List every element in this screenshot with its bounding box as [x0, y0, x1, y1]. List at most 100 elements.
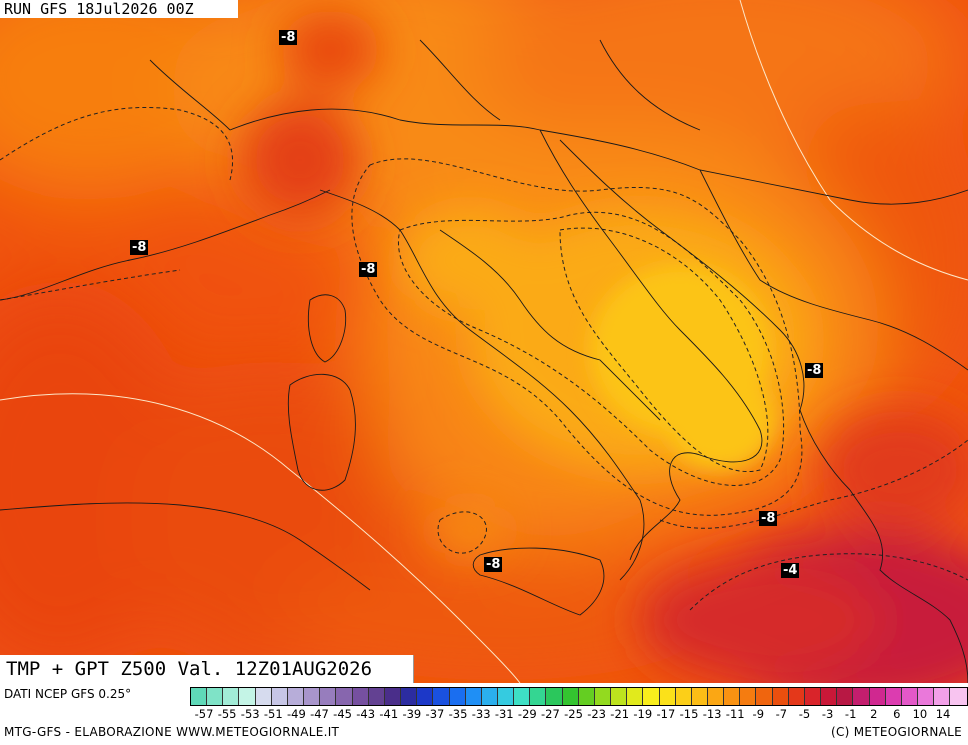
- legend-tick-label: -47: [310, 707, 329, 721]
- footer: DATI NCEP GFS 0.25° -57 -55 -53 -51 -49 -47 -4…: [0, 683, 968, 745]
- legend-swatch: [497, 688, 515, 705]
- legend-tick-label: -45: [333, 707, 352, 721]
- legend-swatch: [611, 688, 628, 705]
- legend-tick-label: -17: [656, 707, 676, 721]
- legend-tick-label: -5: [798, 707, 811, 721]
- contour-label: -8: [279, 30, 298, 45]
- legend-swatch: [368, 688, 385, 705]
- legend-swatch: [756, 688, 773, 705]
- legend-swatch: [336, 688, 353, 705]
- legend-tick-label: -1: [844, 707, 857, 721]
- run-label: RUN GFS 18Jul2026 00Z: [0, 0, 238, 18]
- legend-swatch: [465, 688, 482, 705]
- legend-swatch: [320, 688, 337, 705]
- legend-tick-label: -57: [194, 707, 214, 721]
- map-svg: [0, 0, 968, 683]
- legend-swatch: [885, 688, 902, 705]
- legend-tick-label: -9: [752, 707, 765, 721]
- legend-tick-label: -29: [517, 707, 537, 721]
- legend-swatch: [255, 688, 272, 705]
- legend-swatch: [627, 688, 644, 705]
- legend-swatch: [207, 688, 224, 705]
- legend-tick-label: -39: [402, 707, 422, 721]
- legend-tick-label: -27: [541, 707, 560, 721]
- legend-tick-label: -53: [240, 707, 260, 721]
- legend-tick-label: -31: [494, 707, 514, 721]
- credit-left: MTG-GFS - ELABORAZIONE WWW.METEOGIORNALE…: [4, 725, 340, 739]
- legend-swatch: [918, 688, 935, 705]
- legend-swatch: [821, 688, 838, 705]
- credit-right: (C) METEOGIORNALE: [830, 725, 962, 739]
- legend-tick-label: -21: [610, 707, 630, 721]
- legend-swatch: [223, 688, 240, 705]
- legend-swatch: [708, 688, 725, 705]
- legend-tick-label: -33: [471, 707, 491, 721]
- legend-swatch: [530, 688, 547, 705]
- legend-swatch: [691, 688, 708, 705]
- legend-tick-label: -13: [702, 707, 722, 721]
- legend-swatch: [514, 688, 531, 705]
- contour-label: -8: [130, 240, 149, 255]
- legend-swatch: [837, 688, 854, 705]
- contour-label: -8: [805, 363, 824, 378]
- legend-tick-label: -15: [679, 707, 699, 721]
- data-source: DATI NCEP GFS 0.25°: [4, 687, 132, 701]
- legend-swatch: [772, 688, 789, 705]
- legend-tick-label: -25: [564, 707, 583, 721]
- temperature-map: RUN GFS 18Jul2026 00Z -8 -8 -8 -8 -8 -8 …: [0, 0, 968, 683]
- legend-swatch: [740, 688, 757, 705]
- legend-tick-label: -19: [633, 707, 653, 721]
- legend-swatch: [417, 688, 434, 705]
- legend-swatch: [804, 688, 822, 705]
- legend-swatch: [546, 688, 563, 705]
- legend-swatch: [433, 688, 450, 705]
- legend-tick-label: 2: [870, 707, 878, 721]
- legend-swatch: [950, 688, 967, 705]
- legend-tick-label: 14: [935, 707, 951, 721]
- cold-pool: [240, 10, 968, 683]
- legend-swatch: [659, 688, 676, 705]
- legend-tick-label: -23: [587, 707, 607, 721]
- legend-swatch: [239, 688, 256, 705]
- legend-swatch: [853, 688, 870, 705]
- legend-swatch: [352, 688, 369, 705]
- legend-ticks: -57 -55 -53 -51 -49 -47 -45 -43 -41 -39 -37 -35 -33-…: [190, 707, 968, 721]
- legend-swatch: [191, 688, 208, 705]
- legend-swatch: [724, 688, 741, 705]
- legend-tick-label: -3: [821, 707, 834, 721]
- legend-swatch: [901, 688, 919, 705]
- legend-tick-label: 6: [893, 707, 901, 721]
- legend-tick-label: 10: [912, 707, 928, 721]
- contour-label: -4: [781, 563, 800, 578]
- legend-tick-label: -49: [286, 707, 306, 721]
- legend-swatch: [643, 688, 660, 705]
- legend-tick-label: -7: [775, 707, 788, 721]
- contour-label: -8: [359, 262, 378, 277]
- legend-tick-label: -41: [379, 707, 399, 721]
- legend-tick-label: -37: [425, 707, 445, 721]
- legend-colorbar: [190, 687, 968, 706]
- coastlines: [0, 39, 968, 683]
- contour-label: -8: [759, 511, 778, 526]
- legend-swatch: [384, 688, 402, 705]
- legend-swatch: [481, 688, 498, 705]
- legend-tick-label: -11: [725, 707, 745, 721]
- legend-swatch: [578, 688, 595, 705]
- legend-swatch: [934, 688, 951, 705]
- geopotential-lines: [0, 0, 968, 683]
- legend-swatch: [304, 688, 321, 705]
- legend-tick-label: -51: [263, 707, 283, 721]
- legend-swatch: [869, 688, 886, 705]
- contour-label: -8: [484, 557, 503, 572]
- contour-lines: [0, 107, 968, 611]
- legend-swatch: [788, 688, 805, 705]
- legend-swatch: [287, 688, 305, 705]
- legend-tick-label: -43: [356, 707, 376, 721]
- legend-tick-label: -35: [448, 707, 468, 721]
- map-title: TMP + GPT Z500 Val. 12Z01AUG2026: [0, 655, 414, 683]
- legend-swatch: [675, 688, 692, 705]
- legend-swatch: [271, 688, 288, 705]
- legend-tick-label: -55: [217, 707, 237, 721]
- legend-swatch: [449, 688, 466, 705]
- legend-swatch: [594, 688, 612, 705]
